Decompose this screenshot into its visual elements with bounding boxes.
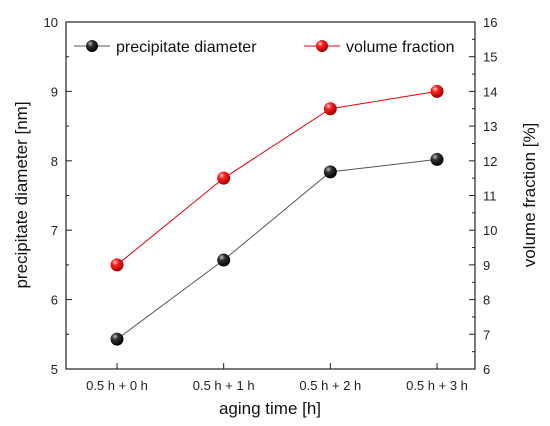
right-tick-label: 10 <box>483 223 497 238</box>
data-point <box>323 165 337 179</box>
x-axis-ticks: 0.5 h + 0 h 0.5 h + 1 h 0.5 h + 2 h 0.5 h +… <box>86 363 468 393</box>
data-point <box>430 84 444 98</box>
legend: precipitate diameter volume fraction <box>74 39 455 56</box>
right-tick-label: 14 <box>483 84 497 99</box>
data-point <box>323 102 337 116</box>
data-point <box>110 332 124 346</box>
right-axis-title: volume fraction [%] <box>520 123 539 268</box>
left-tick-label: 5 <box>51 362 58 377</box>
left-tick-label: 6 <box>51 293 58 308</box>
right-tick-label: 12 <box>483 154 497 169</box>
right-tick-label: 11 <box>483 189 497 204</box>
left-tick-label: 10 <box>44 15 58 30</box>
left-tick-label: 7 <box>51 223 58 238</box>
right-tick-label: 8 <box>483 293 490 308</box>
x-axis-title: aging time [h] <box>219 399 321 418</box>
data-point <box>217 253 231 267</box>
right-tick-label: 9 <box>483 258 490 273</box>
x-tick-label: 0.5 h + 1 h <box>193 378 255 393</box>
x-tick-label: 0.5 h + 0 h <box>86 378 148 393</box>
data-point <box>217 171 231 185</box>
series-layer <box>110 84 444 346</box>
legend-marker-diameter <box>86 40 98 52</box>
left-tick-label: 9 <box>51 84 58 99</box>
left-axis-title: precipitate diameter [nm] <box>12 101 31 288</box>
legend-item-volume-fraction: volume fraction <box>304 39 455 56</box>
series-line <box>116 158 438 340</box>
legend-label-volume: volume fraction <box>346 39 455 56</box>
plot-frame <box>65 21 476 370</box>
x-tick-label: 0.5 h + 2 h <box>299 378 361 393</box>
left-tick-label: 8 <box>51 154 58 169</box>
legend-item-precipitate-diameter: precipitate diameter <box>74 39 257 56</box>
right-axis-ticks: 6 7 8 9 10 11 12 13 14 15 16 <box>469 15 497 377</box>
right-tick-label: 6 <box>483 362 490 377</box>
series-line <box>116 90 438 266</box>
right-tick-label: 16 <box>483 15 497 30</box>
data-point <box>110 258 124 272</box>
data-point <box>430 152 444 166</box>
right-tick-label: 15 <box>483 50 497 65</box>
legend-label-diameter: precipitate diameter <box>116 39 257 56</box>
right-tick-label: 7 <box>483 327 490 342</box>
x-tick-label: 0.5 h + 3 h <box>406 378 468 393</box>
left-axis-ticks: 5 6 7 8 9 10 <box>44 15 72 377</box>
legend-marker-volume <box>316 40 328 52</box>
right-tick-label: 13 <box>483 119 497 134</box>
